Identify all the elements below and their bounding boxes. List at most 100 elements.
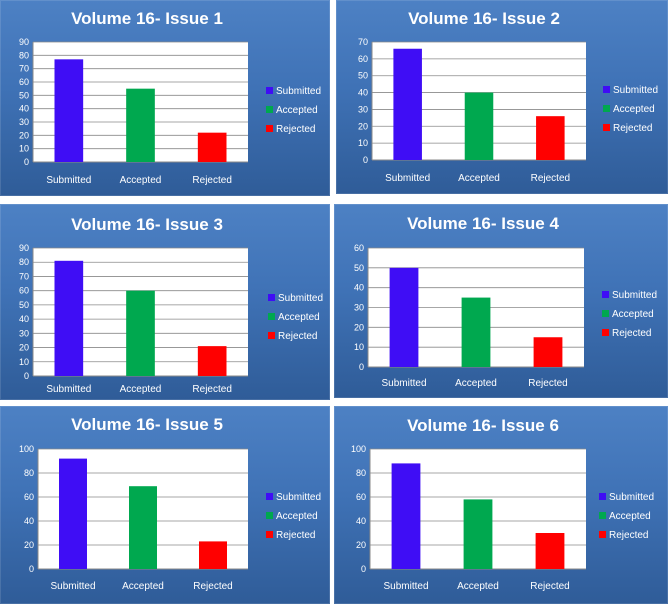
chart-title: Volume 16- Issue 4 (407, 214, 559, 233)
legend-entry: Rejected (276, 530, 315, 541)
bar-submitted (54, 260, 84, 376)
chart-panel-issue-3: Volume 16- Issue 3 0 10 20 30 40 50 60 70 80 90 Sub… (0, 204, 330, 400)
y-tick-label: 70 (19, 271, 29, 281)
y-tick-label: 0 (359, 362, 364, 372)
x-category-label: Rejected (531, 173, 570, 184)
legend-swatch (268, 294, 275, 301)
legend-entry: Accepted (278, 312, 320, 323)
chart-title: Volume 16- Issue 5 (71, 415, 223, 434)
bar-accepted (126, 88, 155, 162)
y-tick-label: 90 (19, 37, 29, 47)
bar-submitted (389, 267, 419, 367)
chart-panel-issue-2: Volume 16- Issue 2 0 10 20 30 40 50 60 70 Submitt… (336, 0, 668, 194)
legend-swatch (599, 512, 606, 519)
bar-chart: Volume 16- Issue 3 0 10 20 30 40 50 60 70 80 90 Sub… (19, 215, 323, 395)
legend-swatch (602, 329, 609, 336)
y-tick-label: 40 (356, 516, 366, 526)
legend-swatch (603, 86, 610, 93)
y-tick-label: 10 (19, 144, 29, 154)
x-category-label: Rejected (192, 384, 231, 395)
y-tick-label: 30 (19, 117, 29, 127)
y-tick-label: 60 (358, 54, 368, 64)
y-tick-label: 50 (19, 300, 29, 310)
y-tick-label: 50 (354, 263, 364, 273)
legend-swatch (268, 313, 275, 320)
chart-panel-issue-1: Volume 16- Issue 1 0 10 20 30 40 50 60 70 80 90 Sub… (0, 0, 330, 196)
legend-entry: Rejected (609, 530, 648, 541)
legend-entry: Submitted (613, 85, 658, 96)
legend-swatch (603, 124, 610, 131)
y-tick-label: 40 (358, 88, 368, 98)
bar-chart: Volume 16- Issue 5 0 20 40 60 80 100 Submitted A… (19, 415, 321, 592)
y-tick-label: 20 (354, 322, 364, 332)
y-tick-label: 60 (24, 492, 34, 502)
legend-entry: Submitted (276, 492, 321, 503)
x-category-label: Accepted (455, 378, 497, 389)
chart-title: Volume 16- Issue 2 (408, 9, 560, 28)
x-category-label: Submitted (46, 175, 91, 186)
legend-entry: Rejected (613, 123, 652, 134)
legend-entry: Submitted (612, 290, 657, 301)
y-tick-label: 40 (19, 104, 29, 114)
legend-entry: Rejected (276, 124, 315, 135)
x-category-label: Rejected (530, 581, 569, 592)
y-tick-label: 20 (358, 121, 368, 131)
y-tick-label: 0 (24, 371, 29, 381)
y-tick-label: 80 (356, 468, 366, 478)
y-tick-label: 20 (19, 130, 29, 140)
y-tick-label: 60 (356, 492, 366, 502)
bar-submitted (54, 59, 84, 163)
y-tick-label: 0 (24, 157, 29, 167)
bar-rejected (197, 346, 227, 376)
legend-entry: Submitted (276, 86, 321, 97)
y-tick-label: 60 (19, 286, 29, 296)
chart-title: Volume 16- Issue 1 (71, 9, 223, 28)
y-tick-label: 80 (24, 468, 34, 478)
bar-chart: Volume 16- Issue 4 0 10 20 30 40 50 60 Submitted… (354, 214, 657, 389)
legend-swatch (599, 531, 606, 538)
legend-swatch (266, 512, 273, 519)
bar-submitted (393, 48, 422, 160)
bar-chart: Volume 16- Issue 1 0 10 20 30 40 50 60 70 80 90 Sub… (19, 9, 321, 186)
y-tick-label: 80 (19, 257, 29, 267)
bar-accepted (463, 499, 493, 569)
y-tick-label: 70 (358, 37, 368, 47)
bar-rejected (197, 132, 227, 162)
bar-submitted (59, 458, 87, 569)
x-category-label: Accepted (458, 173, 500, 184)
chart-panel-issue-6: Volume 16- Issue 6 0 20 40 60 80 100 Submitted A… (334, 406, 668, 604)
y-tick-label: 60 (354, 243, 364, 253)
bar-rejected (535, 533, 565, 569)
x-category-label: Submitted (385, 173, 430, 184)
x-category-label: Rejected (528, 378, 567, 389)
bar-accepted (461, 297, 491, 367)
x-category-label: Rejected (192, 175, 231, 186)
bar-accepted (126, 290, 155, 376)
bar-rejected (199, 541, 227, 569)
x-category-label: Submitted (381, 378, 426, 389)
legend-entry: Accepted (276, 105, 318, 116)
x-category-label: Submitted (46, 384, 91, 395)
chart-panel-issue-5: Volume 16- Issue 5 0 20 40 60 80 100 Submitted A… (0, 406, 330, 604)
bar-chart: Volume 16- Issue 6 0 20 40 60 80 100 Submitted A… (351, 416, 654, 592)
legend-entry: Accepted (613, 104, 655, 115)
y-tick-label: 20 (19, 343, 29, 353)
y-tick-label: 100 (19, 444, 34, 454)
y-tick-label: 40 (19, 314, 29, 324)
y-tick-label: 40 (24, 516, 34, 526)
y-tick-label: 30 (19, 328, 29, 338)
x-category-label: Accepted (120, 384, 162, 395)
y-tick-label: 90 (19, 243, 29, 253)
chart-title: Volume 16- Issue 6 (407, 416, 559, 435)
y-tick-label: 0 (361, 564, 366, 574)
y-tick-label: 40 (354, 283, 364, 293)
y-tick-label: 20 (356, 540, 366, 550)
legend-swatch (266, 87, 273, 94)
x-category-label: Accepted (120, 175, 162, 186)
bar-accepted (129, 486, 157, 569)
y-tick-label: 0 (29, 564, 34, 574)
legend-swatch (266, 531, 273, 538)
x-category-label: Accepted (457, 581, 499, 592)
y-tick-label: 10 (358, 138, 368, 148)
bar-rejected (533, 337, 563, 367)
